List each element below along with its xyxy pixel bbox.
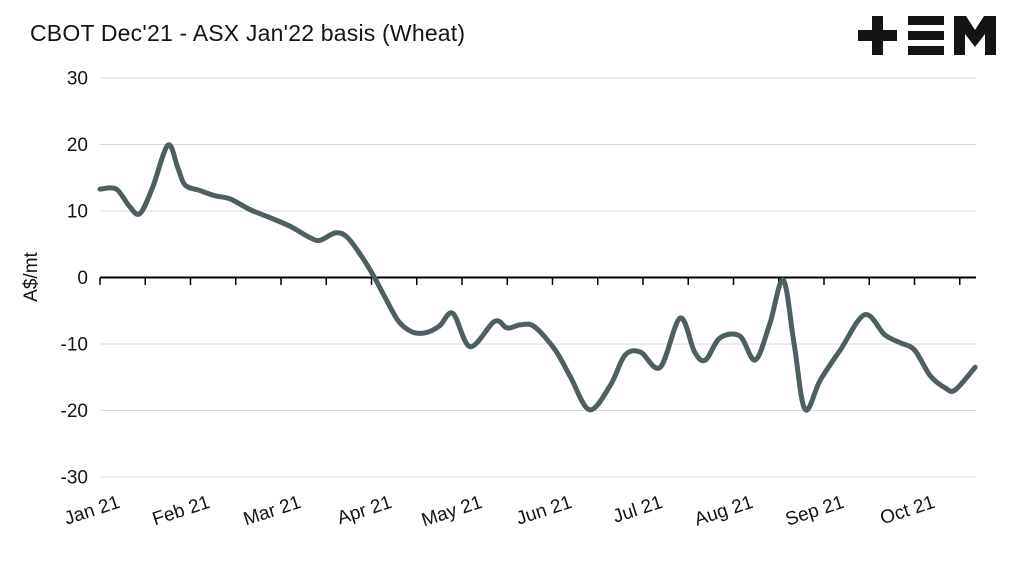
logo-bar-middle [908, 31, 944, 40]
logo-bar-top [908, 16, 944, 25]
basis-line-series [97, 142, 978, 413]
tem-logo [858, 16, 996, 56]
y-tick-label: -20 [61, 401, 88, 422]
tem-logo-icon [858, 16, 996, 55]
y-tick-label: 10 [67, 202, 88, 223]
y-tick-label: 20 [67, 135, 88, 156]
logo-m-glyph [954, 16, 996, 55]
logo-plus-horizontal [858, 30, 897, 41]
logo-bar-bottom [908, 46, 944, 55]
y-tick-label: 30 [67, 69, 88, 90]
y-tick-label: 0 [77, 268, 88, 289]
y-tick-label: -30 [61, 468, 88, 489]
chart-title: CBOT Dec'21 - ASX Jan'22 basis (Wheat) [30, 20, 466, 46]
y-tick-label: -10 [61, 335, 88, 356]
